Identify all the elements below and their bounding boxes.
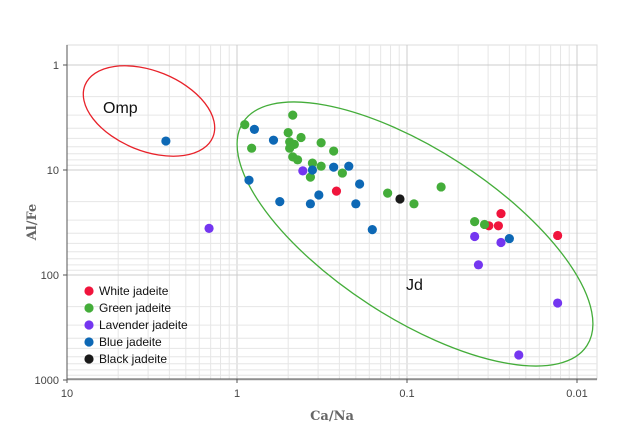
axes: 10 1 0.1 0.01 1 10 100 1000 (35, 45, 597, 400)
point-blue-jadeite (355, 179, 365, 189)
grid (66, 44, 598, 381)
point-white-jadeite (331, 186, 342, 196)
x-tick-label: 10 (61, 388, 73, 400)
point-green-jadeite (288, 110, 298, 120)
legend-label: White jadeite (99, 284, 169, 298)
y-tick-label: 1000 (35, 375, 59, 387)
point-lavender-jadeite (514, 350, 524, 360)
point-lavender-jadeite (553, 298, 563, 308)
point-blue-jadeite (307, 165, 318, 175)
x-tick-label: 0.1 (399, 388, 414, 400)
legend-marker (84, 337, 94, 347)
point-green-jadeite (316, 138, 326, 148)
point-blue-jadeite (351, 199, 361, 209)
x-tick-label: 1 (234, 388, 240, 400)
x-tick-label: 0.01 (566, 388, 587, 400)
point-green-jadeite (307, 158, 318, 168)
plot-area (66, 44, 598, 380)
point-green-jadeite (316, 161, 326, 171)
point-blue-jadeite (244, 175, 254, 185)
point-black-jadeite (395, 194, 405, 204)
point-blue-jadeite (329, 162, 339, 172)
legend-label: Lavender jadeite (99, 318, 188, 332)
legend-marker (84, 320, 94, 330)
point-green-jadeite (337, 168, 347, 178)
point-green-jadeite (283, 127, 293, 138)
legend-label: Black jadeite (99, 352, 167, 366)
annotation-jd: Jd (406, 277, 423, 294)
point-green-jadeite (383, 188, 393, 198)
legend-marker (84, 303, 94, 313)
y-tick-label: 10 (47, 165, 59, 177)
point-blue-jadeite (504, 233, 514, 244)
point-blue-jadeite (275, 197, 285, 207)
point-blue-jadeite (268, 135, 279, 145)
point-blue-jadeite (367, 225, 377, 235)
omp-ellipse (82, 65, 216, 157)
point-white-jadeite (493, 221, 503, 231)
legend-marker (84, 286, 94, 296)
point-lavender-jadeite (473, 260, 484, 270)
y-axis-title: Al/Fe (25, 204, 40, 242)
point-green-jadeite (409, 199, 419, 209)
data-points (161, 110, 563, 360)
point-green-jadeite (329, 146, 339, 156)
point-blue-jadeite (344, 161, 354, 171)
point-green-jadeite (305, 172, 316, 182)
point-blue-jadeite (314, 190, 324, 200)
point-lavender-jadeite (298, 166, 308, 176)
point-blue-jadeite (249, 124, 260, 134)
point-lavender-jadeite (496, 237, 506, 248)
point-green-jadeite (436, 182, 446, 192)
legend-label: Blue jadeite (99, 335, 162, 349)
annotation-omp: Omp (103, 100, 138, 117)
point-lavender-jadeite (470, 231, 480, 242)
point-blue-jadeite (305, 199, 316, 209)
point-white-jadeite (553, 230, 563, 241)
y-tick-label: 1 (53, 60, 59, 72)
y-tick-label: 100 (41, 270, 59, 282)
point-green-jadeite (296, 132, 306, 143)
point-green-jadeite (470, 216, 480, 227)
point-green-jadeite (479, 219, 490, 230)
point-lavender-jadeite (204, 223, 214, 234)
point-green-jadeite (285, 143, 295, 153)
legend-label: Green jadeite (99, 301, 171, 315)
legend-marker (84, 354, 94, 364)
point-green-jadeite (247, 143, 257, 153)
x-axis-title: Ca/Na (310, 409, 354, 424)
point-green-jadeite (293, 155, 303, 165)
point-green-jadeite (240, 120, 250, 130)
point-white-jadeite (496, 208, 506, 219)
legend: White jadeite Green jadeite Lavender jadei… (84, 284, 188, 366)
point-blue-jadeite (161, 136, 171, 146)
